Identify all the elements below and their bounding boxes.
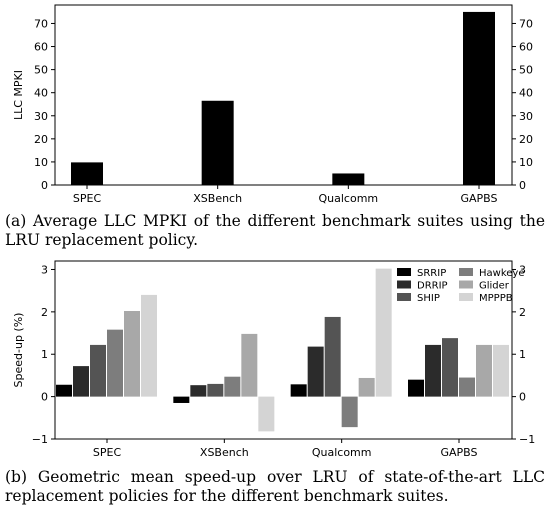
bar-qualcomm (332, 173, 365, 185)
y-tick-label-left: 30 (34, 110, 48, 123)
y-tick-label-left: 1 (41, 348, 48, 361)
x-tick-label: Qualcomm (319, 192, 379, 205)
legend-label-drrip: DRRIP (417, 281, 448, 292)
legend-swatch-srrip (397, 268, 411, 276)
y-tick-label-right: 30 (519, 110, 533, 123)
bar-qualcomm-drrip (307, 346, 324, 397)
y-axis-label: LLC MPKI (12, 70, 25, 120)
x-tick-label: XSBench (200, 446, 249, 459)
bar-xsbench-srrip (173, 396, 190, 403)
chart-llc-mpki: 0 0 10 10 20 20 30 30 40 40 50 50 60 60 70 70 LLC MPKI SP… (12, 4, 533, 205)
bar-spec-ship (90, 344, 106, 397)
plot-frame (54, 4, 513, 186)
bar-xsbench-glider (241, 333, 258, 397)
bar-gapbs-mpppb (493, 344, 509, 397)
bar-qualcomm-glider (358, 377, 375, 397)
y-tick-label-left: 50 (34, 64, 48, 77)
x-tick-label: SPEC (73, 192, 102, 205)
bar-gapbs-hawkeye (459, 377, 475, 397)
bar-spec-glider (124, 311, 140, 397)
bar-qualcomm-srrip (290, 384, 307, 397)
bar-gapbs-ship (442, 338, 458, 397)
y-tick-label-right: −1 (519, 433, 535, 446)
y-tick-label-left: 20 (34, 133, 48, 146)
y-tick-label-right: 3 (519, 263, 526, 276)
bar-xsbench-mpppb (258, 396, 275, 432)
y-tick-label-left: 0 (41, 179, 48, 192)
bar-gapbs-glider (476, 344, 492, 397)
x-tick-label: SPEC (93, 446, 122, 459)
x-tick-label: GAPBS (460, 192, 497, 205)
legend-swatch-ship (397, 293, 411, 301)
legend-label-ship: SHIP (417, 293, 440, 304)
bar-xsbench-drrip (190, 385, 207, 397)
caption-a: (a) Average LLC MPKI of the different be… (5, 212, 545, 249)
legend-swatch-hawkeye (459, 268, 473, 276)
legend-label-mpppb: MPPPB (479, 293, 513, 304)
y-tick-label-right: 10 (519, 156, 533, 169)
y-tick-label-left: −1 (32, 433, 48, 446)
x-tick-label: XSBench (193, 192, 242, 205)
y-tick-label-left: 10 (34, 156, 48, 169)
legend-label-hawkeye: Hawkeye (479, 268, 524, 279)
caption-b: (b) Geometric mean speed-up over LRU of … (5, 468, 545, 505)
legend-label-glider: Glider (479, 281, 510, 292)
y-tick-label-left: 70 (34, 17, 48, 30)
legend-swatch-drrip (397, 280, 411, 289)
bar-spec-srrip (56, 384, 72, 397)
y-tick-label-right: 2 (519, 306, 526, 319)
bar-qualcomm-hawkeye (341, 396, 358, 428)
legend-label-srrip: SRRIP (417, 268, 446, 279)
bar-xsbench-hawkeye (224, 376, 241, 397)
legend-swatch-mpppb (459, 293, 473, 301)
bar-spec (71, 162, 103, 185)
y-tick-label-right: 1 (519, 348, 526, 361)
y-tick-label-left: 3 (41, 263, 48, 276)
y-tick-label-left: 40 (34, 87, 48, 100)
x-tick-label: Qualcomm (312, 446, 372, 459)
y-tick-label-right: 50 (519, 64, 533, 77)
bar-xsbench (201, 100, 234, 185)
y-tick-label-right: 70 (519, 17, 533, 30)
bar-gapbs-drrip (425, 344, 441, 397)
y-tick-label-right: 40 (519, 87, 533, 100)
y-tick-label-left: 60 (34, 41, 48, 54)
legend-swatch-glider (459, 280, 473, 289)
bar-qualcomm-mpppb (375, 268, 392, 397)
y-tick-label-right: 20 (519, 133, 533, 146)
bar-xsbench-ship (207, 383, 224, 397)
bar-spec-mpppb (141, 294, 157, 397)
bar-gapbs (463, 11, 495, 185)
bar-spec-drrip (73, 366, 89, 397)
y-axis-label: Speed-up (%) (12, 313, 25, 388)
bar-spec-hawkeye (107, 329, 123, 397)
y-tick-label-left: 2 (41, 306, 48, 319)
y-tick-label-right: 0 (519, 179, 526, 192)
y-tick-label-left: 0 (41, 391, 48, 404)
y-tick-label-right: 0 (519, 391, 526, 404)
y-tick-label-right: 60 (519, 41, 533, 54)
x-tick-label: GAPBS (440, 446, 477, 459)
bar-qualcomm-ship (324, 316, 341, 397)
chart-speedup: −1 −1 0 0 1 1 2 2 3 3 Speed-up (%) SPEC XSBench Qualc… (12, 260, 535, 459)
bar-gapbs-srrip (408, 379, 424, 397)
plot-frame (54, 260, 513, 440)
